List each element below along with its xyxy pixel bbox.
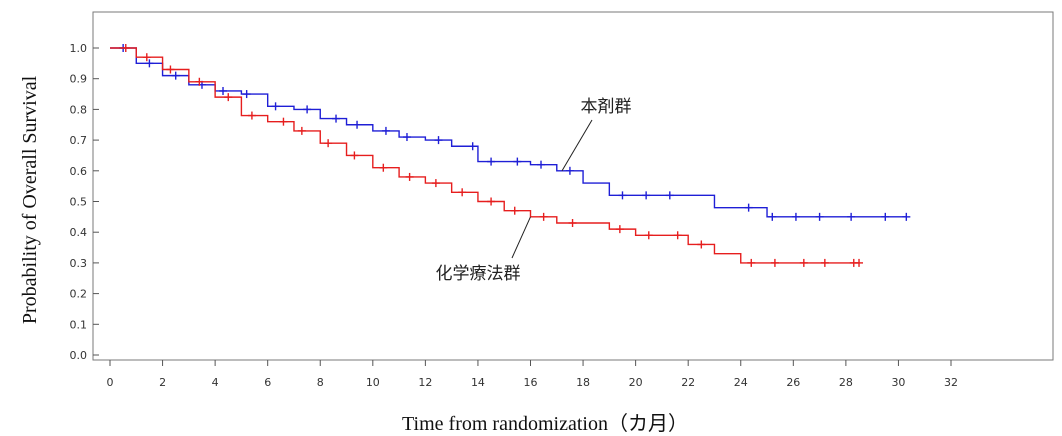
censor-mark — [279, 117, 288, 126]
x-tick-label: 26 — [786, 376, 800, 389]
censor-mark — [568, 218, 577, 227]
censor-mark — [697, 240, 706, 249]
y-tick-label: 0.3 — [70, 257, 88, 270]
x-tick-label: 6 — [264, 376, 271, 389]
y-tick-label: 0.6 — [70, 165, 88, 178]
censor-mark — [350, 151, 359, 160]
x-tick-label: 4 — [212, 376, 219, 389]
x-tick-label: 12 — [418, 376, 432, 389]
x-tick-label: 0 — [107, 376, 114, 389]
y-tick-label: 0.2 — [70, 288, 88, 301]
censor-mark — [820, 258, 829, 267]
y-tick-label: 0.0 — [70, 349, 88, 362]
censor-mark — [799, 258, 808, 267]
censor-mark — [847, 212, 856, 221]
censor-mark — [405, 172, 414, 181]
x-axis: 0 2 4 6 8 10 12 14 16 18 20 22 24 26 28 30 32 — [107, 360, 958, 389]
censor-mark — [332, 114, 341, 123]
y-tick-label: 0.1 — [70, 318, 88, 331]
x-tick-label: 16 — [524, 376, 538, 389]
series-layer — [110, 44, 911, 267]
censor-mark — [303, 105, 312, 114]
censor-mark — [768, 212, 777, 221]
censor-mark — [458, 188, 467, 197]
censor-mark — [615, 225, 624, 234]
censor-mark — [224, 93, 233, 102]
censor-mark — [744, 203, 753, 212]
censor-mark — [644, 231, 653, 240]
censor-mark — [434, 136, 443, 145]
y-tick-label: 0.8 — [70, 103, 88, 116]
censor-mark — [145, 59, 154, 68]
x-tick-label: 22 — [681, 376, 695, 389]
x-tick-label: 28 — [839, 376, 853, 389]
censor-mark — [513, 157, 522, 166]
x-tick-label: 10 — [366, 376, 380, 389]
censor-mark — [402, 133, 411, 142]
annotation-leader — [511, 216, 531, 259]
censor-mark — [166, 65, 175, 74]
y-tick-label: 0.9 — [70, 73, 88, 86]
censor-mark — [815, 212, 824, 221]
series-line — [110, 47, 907, 218]
censor-mark — [381, 126, 390, 135]
censor-mark — [171, 71, 180, 80]
x-tick-label: 30 — [891, 376, 905, 389]
censor-mark — [855, 258, 864, 267]
censor-mark — [902, 212, 911, 221]
y-tick-label: 0.5 — [70, 196, 88, 209]
censor-mark — [770, 258, 779, 267]
annotation-label: 化学療法群 — [436, 264, 521, 284]
x-tick-label: 24 — [734, 376, 748, 389]
y-axis-title: Probability of Overall Survival — [19, 75, 41, 324]
censor-mark — [219, 86, 228, 95]
censor-mark — [271, 102, 280, 111]
y-tick-label: 1.0 — [70, 42, 88, 55]
censor-mark — [195, 77, 204, 86]
y-axis: 0.0 0.1 0.2 0.3 0.4 0.5 0.6 0.7 0.8 0.9 1.0 — [70, 42, 99, 362]
censor-mark — [297, 126, 306, 135]
y-tick-label: 0.7 — [70, 134, 88, 147]
censor-mark — [510, 206, 519, 215]
censor-mark — [565, 166, 574, 175]
censor-mark — [537, 160, 546, 169]
censor-mark — [673, 231, 682, 240]
x-tick-label: 8 — [317, 376, 324, 389]
censor-mark — [642, 191, 651, 200]
series-line — [110, 47, 860, 264]
censor-mark — [379, 163, 388, 172]
censor-mark — [665, 191, 674, 200]
censor-mark — [121, 44, 130, 52]
censor-mark — [242, 90, 251, 99]
plot-frame — [92, 11, 1054, 361]
annotation-label: 本剤群 — [581, 97, 632, 117]
x-tick-label: 20 — [629, 376, 643, 389]
censor-mark — [487, 157, 496, 166]
censor-mark — [487, 197, 496, 206]
censor-mark — [618, 191, 627, 200]
censor-mark — [791, 212, 800, 221]
x-tick-label: 18 — [576, 376, 590, 389]
censor-mark — [247, 111, 256, 120]
censor-mark — [539, 212, 548, 221]
x-tick-label: 32 — [944, 376, 958, 389]
x-axis-title: Time from randomization（カ月） — [402, 412, 688, 435]
censor-mark — [747, 258, 756, 267]
x-tick-label: 14 — [471, 376, 485, 389]
censor-mark — [431, 179, 440, 188]
annotation-leader — [561, 119, 593, 172]
censor-mark — [142, 53, 151, 62]
censor-mark — [881, 212, 890, 221]
censor-mark — [324, 139, 333, 148]
y-tick-label: 0.4 — [70, 226, 88, 239]
x-tick-label: 2 — [159, 376, 166, 389]
censor-mark — [353, 120, 362, 129]
censor-mark — [468, 142, 477, 151]
